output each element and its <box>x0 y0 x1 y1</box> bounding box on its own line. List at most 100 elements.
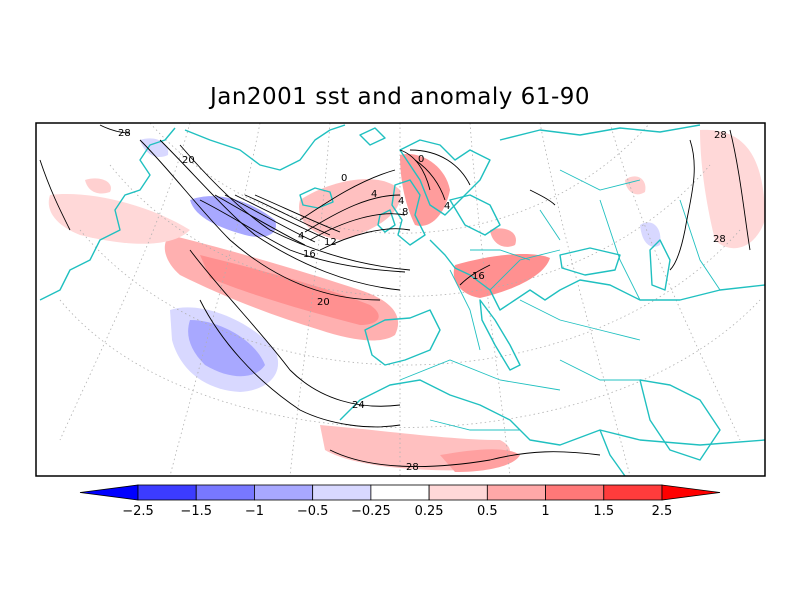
contour-label: 4 <box>371 189 377 200</box>
coast-russia-north <box>499 124 701 141</box>
contour-labels: 28 20 0 4 4 8 4 4 12 16 20 24 28 16 28 2… <box>118 128 727 473</box>
longitude-line <box>169 123 261 476</box>
contour-line <box>304 194 401 233</box>
contour-label: 20 <box>182 155 195 166</box>
contour-label: 24 <box>352 400 365 411</box>
colorbar-bin <box>312 484 372 501</box>
contour-label: 28 <box>714 130 727 141</box>
contour-line <box>669 139 695 271</box>
contour-label: 28 <box>713 234 726 245</box>
coast-scandinavia <box>399 139 491 216</box>
coast-italy <box>479 299 521 371</box>
anomaly-negative-region <box>140 138 169 158</box>
anomaly-positive-region <box>625 176 646 195</box>
contour-line <box>244 194 331 236</box>
contour-line <box>329 449 601 467</box>
colorbar-bin <box>545 484 605 501</box>
contour-line <box>409 149 471 186</box>
longitude-line <box>539 123 631 476</box>
contour-label: 16 <box>472 271 485 282</box>
contour-line <box>729 129 751 251</box>
anomaly-negative-region <box>640 222 661 247</box>
contour-line <box>309 213 406 241</box>
colorbar-tick-label: −1 <box>245 504 264 519</box>
contour-label: 16 <box>303 249 316 260</box>
map-frame <box>35 122 766 477</box>
contour-line <box>99 124 131 134</box>
contour-line <box>459 264 491 286</box>
contour-line <box>299 169 396 221</box>
contour-label: 4 <box>398 196 404 207</box>
lat-lon-grid <box>59 123 761 476</box>
coast-east-africa <box>599 429 626 476</box>
contour-line <box>199 299 401 428</box>
coast-north-africa <box>339 379 765 446</box>
anomaly-positive-region <box>48 194 190 244</box>
anomaly-negative-region <box>190 196 276 237</box>
anomaly-positive-region <box>490 228 516 247</box>
coast-arabia <box>639 379 721 461</box>
coastlines <box>39 124 765 476</box>
latitude-line <box>109 164 711 297</box>
contour-line <box>224 194 316 243</box>
contour-line <box>234 194 326 239</box>
colorbar-tick-label: 2.5 <box>652 504 673 519</box>
longitude-line <box>609 123 741 441</box>
contour-line <box>199 199 406 273</box>
contour-line <box>214 194 306 246</box>
contour-label: 0 <box>341 173 347 184</box>
contour-label: 20 <box>317 297 330 308</box>
colorbar-tick-label: 1.5 <box>593 504 614 519</box>
anomaly-positive-region <box>200 255 379 325</box>
colorbar: −2.5 −1.5 −1 −0.5 −0.25 0.25 0.5 1 1.5 2.5 <box>79 484 721 519</box>
latitude-line <box>79 229 741 366</box>
coast-europe-mainland <box>429 239 765 311</box>
coast-baltic <box>449 194 501 236</box>
colorbar-bin <box>137 484 197 501</box>
colorbar-tick-label: −1.5 <box>180 504 212 519</box>
colorbar-tick-label: 0.5 <box>477 504 498 519</box>
coast-greenland <box>184 124 346 171</box>
anomaly-positive-region <box>453 254 550 298</box>
colorbar-tick-label: −2.5 <box>122 504 154 519</box>
contour-label: 12 <box>324 237 337 248</box>
colorbar-tick-label: 1 <box>541 504 549 519</box>
colorbar-bin <box>661 484 721 501</box>
coast-iceland <box>299 187 334 209</box>
latitude-line <box>149 123 651 234</box>
contour-line <box>39 159 71 231</box>
country-borders <box>399 169 721 431</box>
colorbar-tick-label: 0.25 <box>415 504 444 519</box>
anomaly-positive-region <box>400 154 450 226</box>
contour-line <box>254 194 341 233</box>
contour-label: 4 <box>298 231 304 242</box>
colorbar-tick-label: −0.5 <box>297 504 329 519</box>
coast-caspian <box>649 239 671 291</box>
coast-north-america <box>39 127 176 301</box>
coast-british-isles <box>391 179 426 246</box>
colorbar-bin <box>195 484 255 501</box>
contour-line <box>414 159 446 201</box>
anomaly-negative-region <box>188 320 265 377</box>
contour-line <box>529 189 556 206</box>
coast-black-sea <box>559 247 621 276</box>
contour-line <box>189 249 401 407</box>
contour-label: 0 <box>418 154 424 165</box>
coast-svalbard <box>359 127 386 146</box>
colorbar-bin <box>370 484 430 501</box>
sst-contours <box>39 124 751 467</box>
colorbar-bin <box>603 484 663 501</box>
colorbar-tick-label: −0.25 <box>351 504 391 519</box>
anomaly-positive-region <box>299 179 401 240</box>
latitude-line <box>59 299 761 428</box>
contour-line <box>399 149 431 191</box>
coast-iberia <box>364 309 441 366</box>
colorbar-bin <box>486 484 546 501</box>
longitude-line <box>469 123 511 476</box>
contour-label: 4 <box>444 201 450 212</box>
contour-label: 28 <box>406 462 419 473</box>
map-plot-area: 28 20 0 4 4 8 4 4 12 16 20 24 28 16 28 2… <box>39 123 765 476</box>
anomaly-positive-region <box>85 178 111 194</box>
colorbar-bin <box>79 484 139 501</box>
